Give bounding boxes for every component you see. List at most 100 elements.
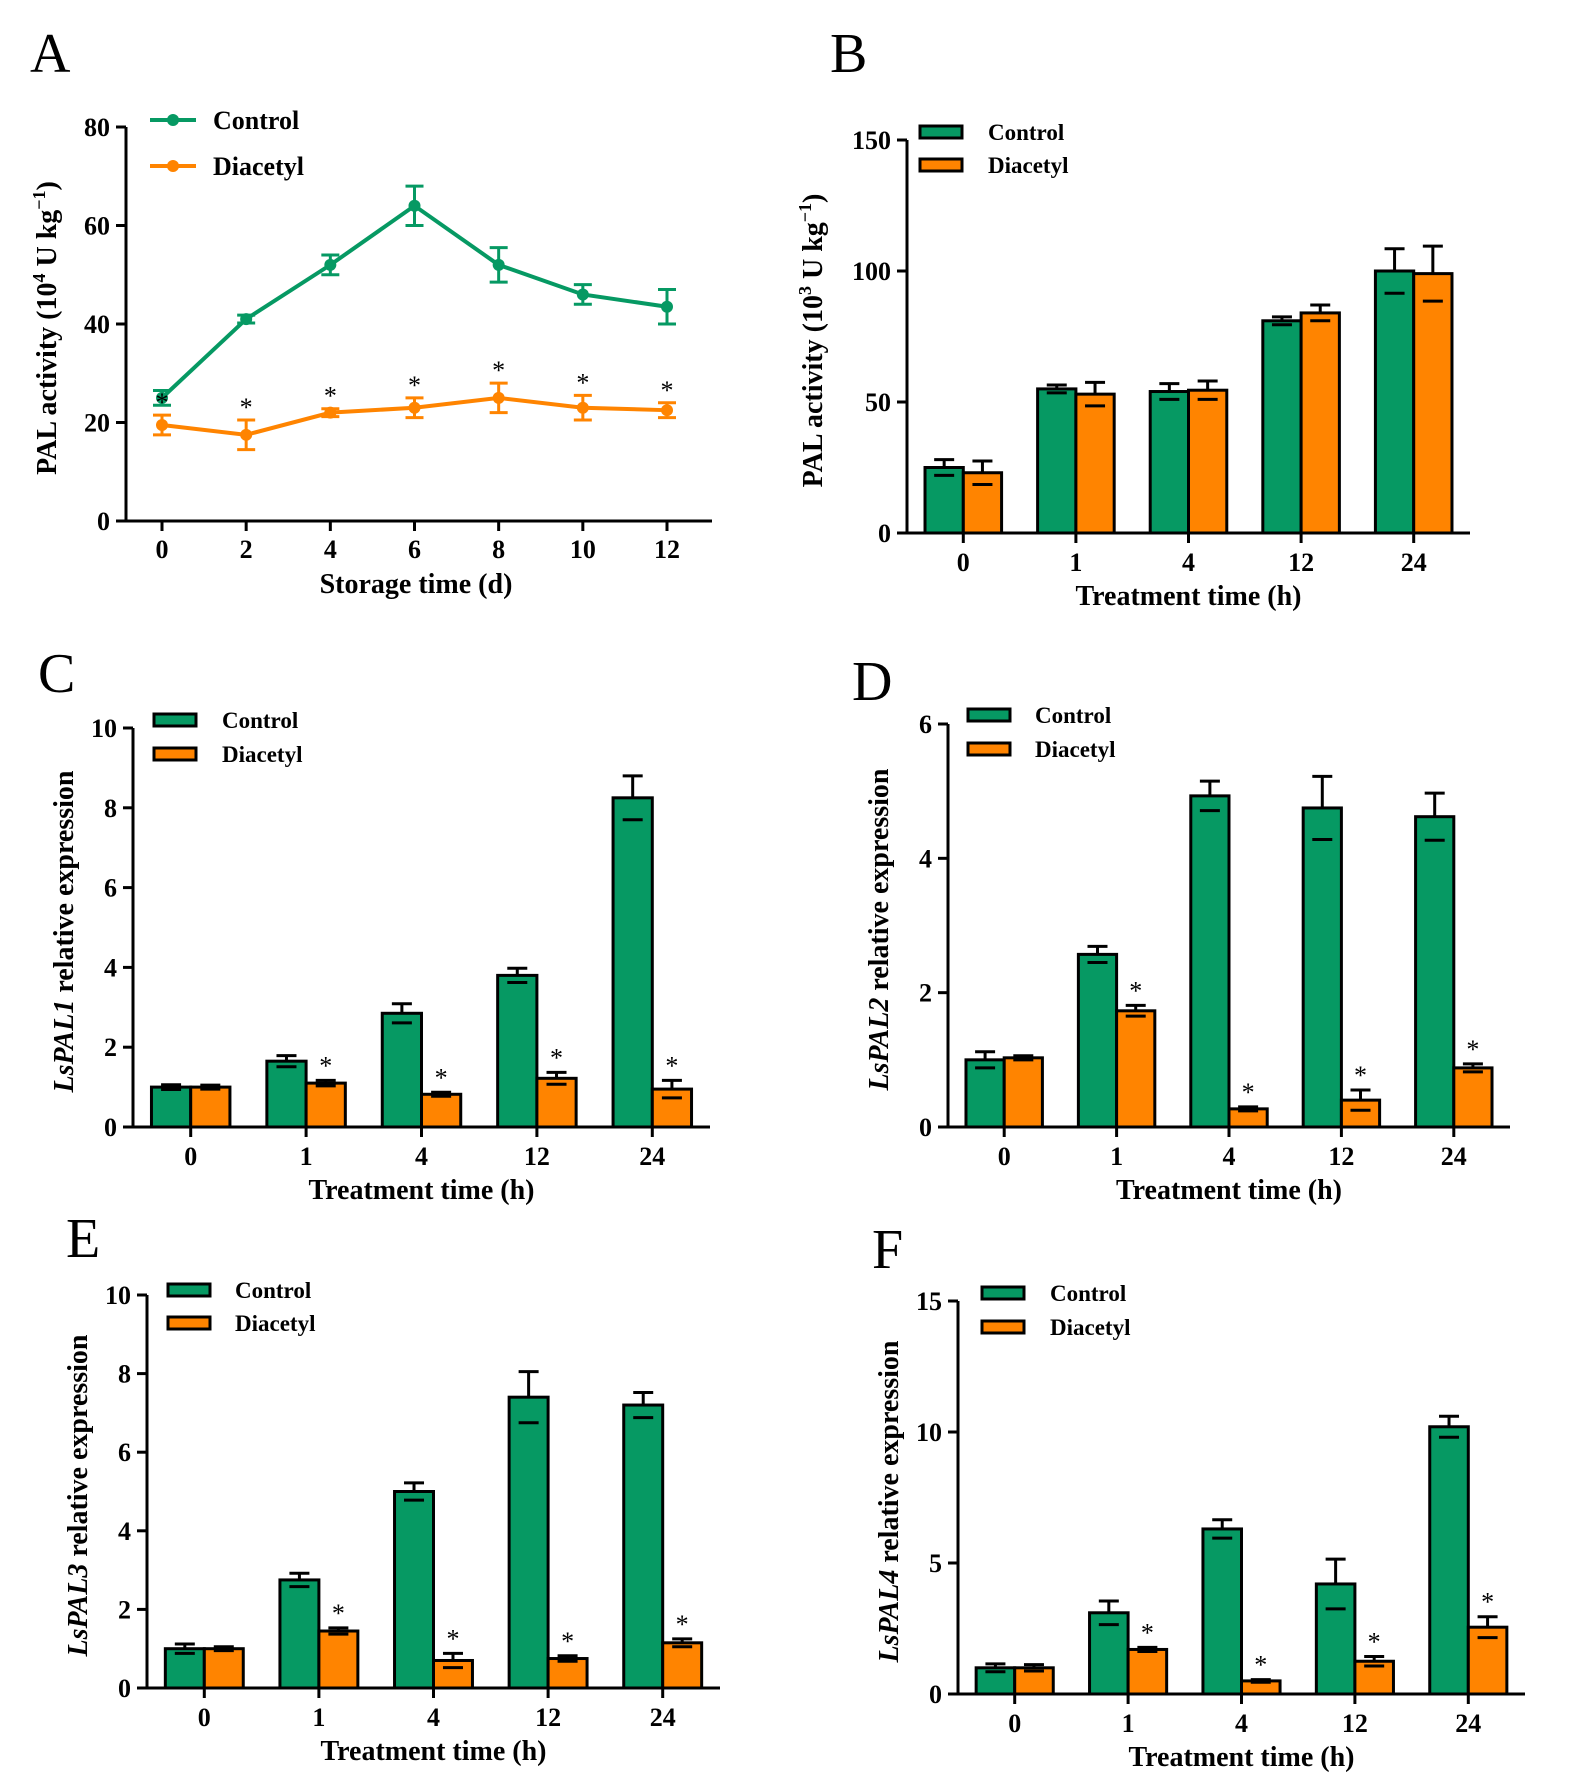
bar-control <box>1148 390 1190 535</box>
x-tick-label: 0 <box>156 535 169 564</box>
bar-control <box>622 1403 665 1690</box>
x-tick-label: 2 <box>240 535 253 564</box>
y-tick-label: 0 <box>919 1113 932 1142</box>
data-point <box>324 258 337 271</box>
bar-control <box>1261 319 1303 535</box>
y-tick-label: 4 <box>919 844 932 873</box>
data-point <box>408 401 421 414</box>
y-tick-label: 2 <box>104 1033 117 1062</box>
y-title-exp2: −1 <box>29 190 49 209</box>
y-tick-label: 0 <box>878 519 891 548</box>
legend-swatch <box>918 157 964 173</box>
data-point <box>576 288 589 301</box>
y-tick-label: 4 <box>118 1517 131 1546</box>
y-axis-title: LsPAL1 relative expression <box>49 770 80 1093</box>
bar-diacetyl <box>304 1081 347 1129</box>
bar-diacetyl <box>546 1657 589 1690</box>
x-tick-label: 4 <box>1235 1709 1248 1738</box>
series-control <box>153 184 676 407</box>
y-tick-label: 5 <box>929 1549 942 1578</box>
significance-star: * <box>435 1063 448 1092</box>
y-tick-label: 4 <box>104 953 117 982</box>
legend-swatch <box>166 1282 212 1298</box>
data-point <box>324 406 337 419</box>
significance-star: * <box>1481 1588 1494 1617</box>
significance-star: * <box>1242 1078 1255 1107</box>
bar-control <box>393 1490 436 1690</box>
bar-diacetyl <box>1353 1659 1395 1696</box>
legend-swatch <box>980 1319 1026 1335</box>
x-tick-label: 4 <box>415 1142 428 1171</box>
bar-diacetyl <box>1339 1098 1382 1129</box>
bar-control <box>1373 269 1416 535</box>
significance-star: * <box>240 393 253 422</box>
x-tick-label: 4 <box>1223 1142 1236 1171</box>
bar-diacetyl <box>189 1085 232 1129</box>
x-tick-label: 0 <box>998 1142 1011 1171</box>
legend-swatch <box>152 746 198 762</box>
legend-swatch <box>980 1285 1026 1301</box>
legend-label: Control <box>988 120 1064 145</box>
bar-diacetyl <box>1002 1056 1044 1129</box>
legend-label: Control <box>222 708 298 733</box>
x-tick-label: 12 <box>1328 1142 1354 1171</box>
x-axis-title: Storage time (d) <box>320 569 513 600</box>
y-axis-title-rest: relative expression <box>49 770 80 1000</box>
y-tick-label: 0 <box>929 1680 942 1709</box>
bar-control <box>1076 952 1119 1129</box>
bar-diacetyl <box>1115 1009 1157 1129</box>
significance-star: * <box>156 388 169 417</box>
y-title-mid: U kg <box>32 210 63 274</box>
significance-star: * <box>1141 1618 1154 1647</box>
panel-letter: C <box>38 643 75 705</box>
x-tick-label: 1 <box>1110 1142 1123 1171</box>
bar-control <box>964 1058 1006 1129</box>
x-tick-label: 1 <box>312 1703 325 1732</box>
bar-control <box>1088 1611 1130 1696</box>
bar-control <box>1036 387 1078 535</box>
y-axis-title-rest: relative expression <box>63 1334 94 1564</box>
bar-control <box>611 796 654 1129</box>
bar-diacetyl <box>1452 1066 1494 1129</box>
y-tick-label: 0 <box>97 507 110 536</box>
legend-label: Diacetyl <box>988 153 1068 178</box>
bar-control <box>1428 1425 1470 1696</box>
gene-name: LsPAL2 <box>864 998 895 1092</box>
x-tick-label: 0 <box>184 1142 197 1171</box>
y-tick-label: 6 <box>118 1438 131 1467</box>
x-tick-label: 8 <box>492 535 505 564</box>
bar-diacetyl <box>202 1647 245 1690</box>
data-point <box>408 199 421 212</box>
legend-swatch <box>966 741 1012 757</box>
x-tick-label: 12 <box>1288 548 1314 577</box>
y-tick-label: 20 <box>84 409 110 438</box>
bar-control <box>1301 806 1343 1129</box>
bar-control <box>1201 1527 1243 1696</box>
bar-diacetyl <box>961 471 1004 535</box>
x-tick-label: 0 <box>957 548 970 577</box>
data-point <box>240 428 253 441</box>
significance-star: * <box>676 1610 689 1639</box>
x-axis-title: Treatment time (h) <box>1129 1742 1355 1773</box>
bar-control <box>507 1395 550 1690</box>
y-axis-title: PAL activity (104 U kg−1) <box>29 181 63 475</box>
bar-control <box>923 466 965 535</box>
bar-diacetyl <box>1299 311 1341 535</box>
legend-swatch <box>166 1315 212 1331</box>
legend-swatch <box>966 707 1012 723</box>
x-axis-title: Treatment time (h) <box>1116 1175 1342 1206</box>
y-title-exp2: −1 <box>795 203 815 222</box>
legend-label: Diacetyl <box>235 1311 315 1336</box>
x-tick-label: 0 <box>198 1703 211 1732</box>
bar-control <box>1189 794 1231 1129</box>
y-title-exp: 3 <box>795 286 815 295</box>
panel-letter: A <box>30 23 71 85</box>
legend-label: Control <box>1035 703 1111 728</box>
data-point <box>576 401 589 414</box>
bar-control <box>278 1578 321 1690</box>
panel-b: B 0 50 100 150 PAL activity (103 U kg−1) Treat… <box>795 23 1470 612</box>
bar-diacetyl <box>1126 1647 1169 1696</box>
significance-star: * <box>561 1627 574 1656</box>
panel-letter: B <box>830 23 867 85</box>
